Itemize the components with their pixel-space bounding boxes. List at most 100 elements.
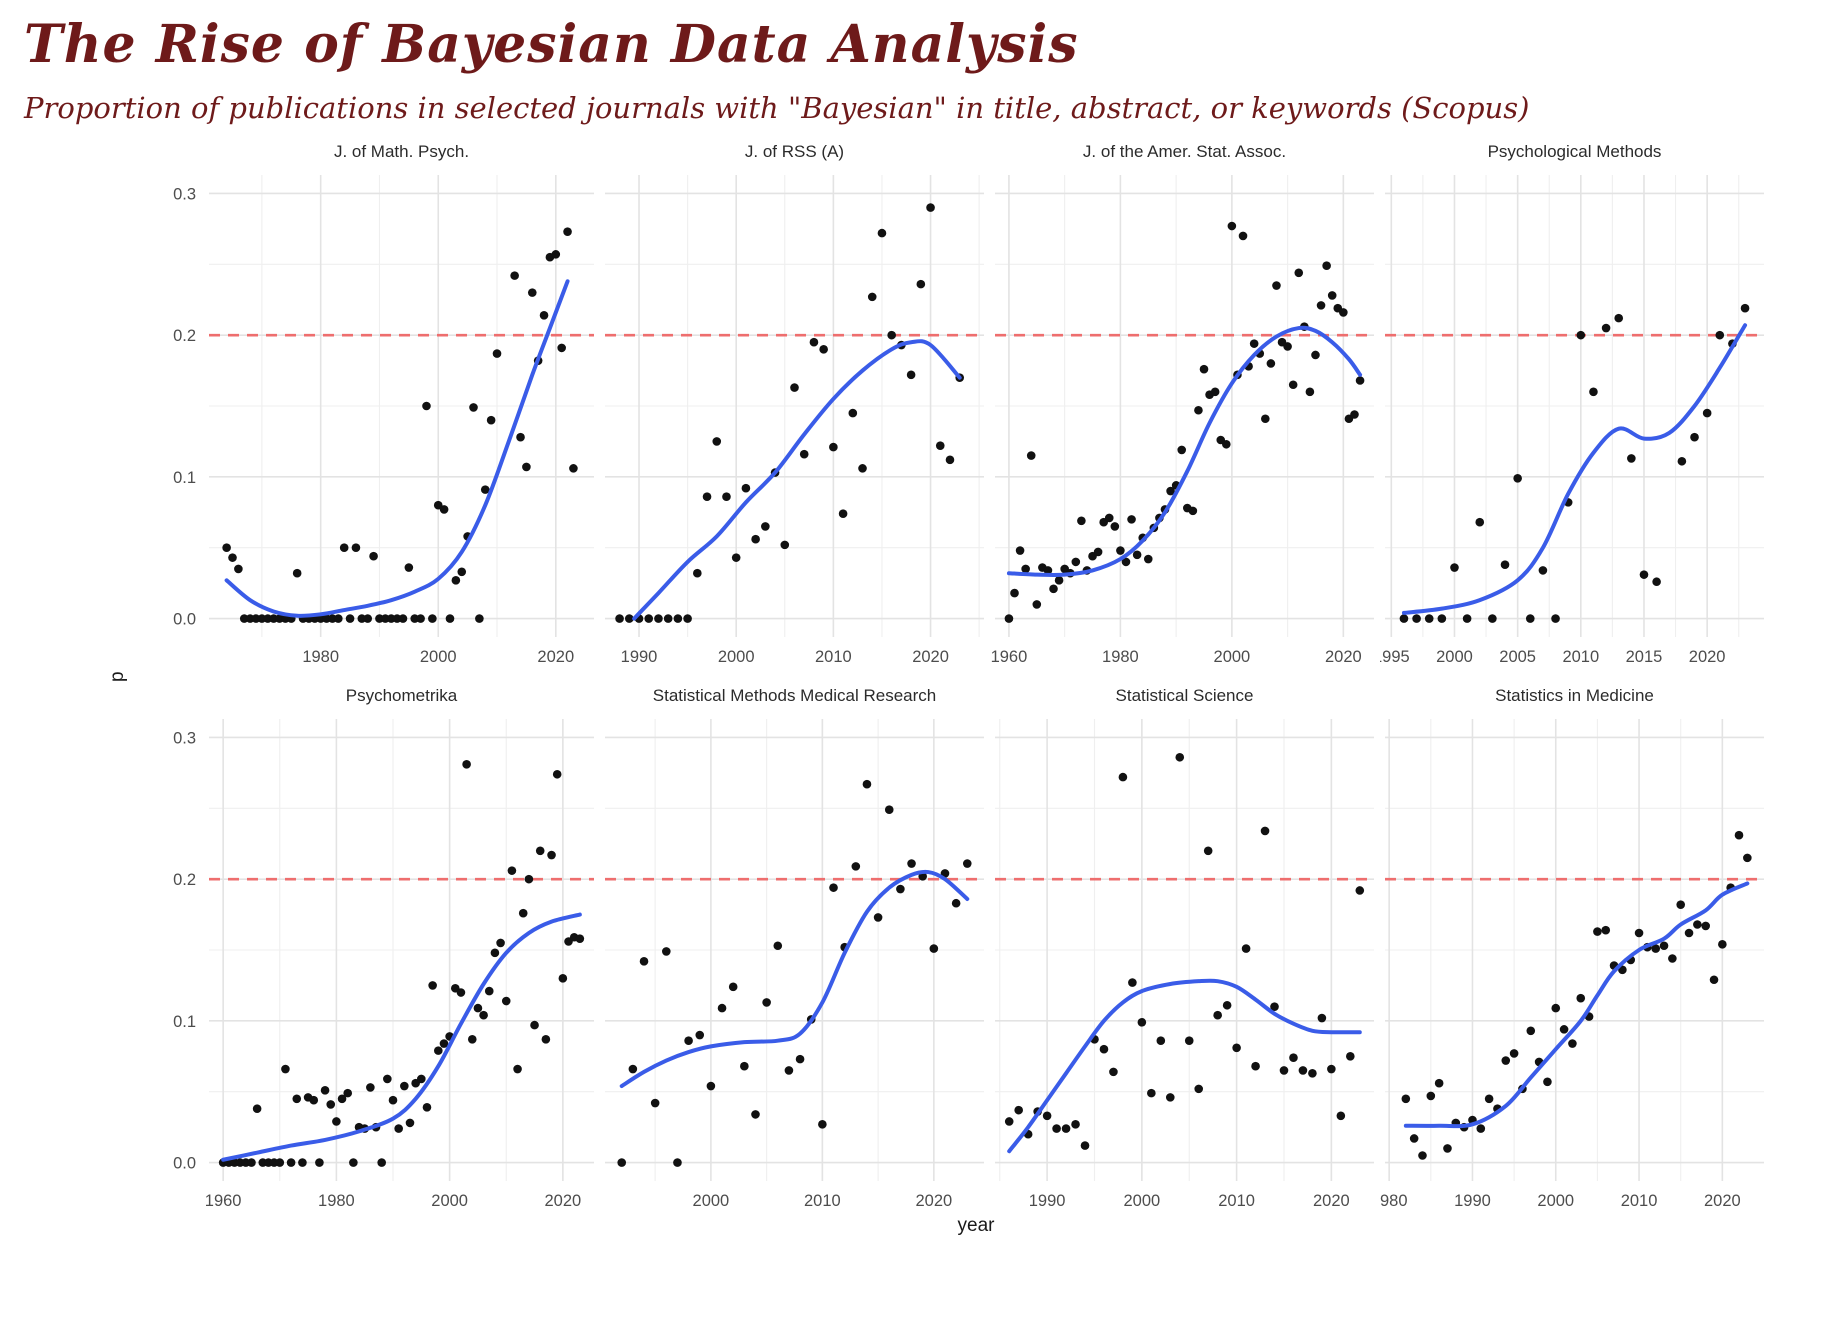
svg-text:1960: 1960 bbox=[991, 648, 1028, 666]
svg-text:2020: 2020 bbox=[545, 1192, 582, 1210]
svg-text:1990: 1990 bbox=[1454, 1192, 1491, 1210]
facet-psychometrika: Psychometrika 1960 1980 2000 2020 0.0 0.1 0.2 0… bbox=[134, 685, 600, 1213]
data-points bbox=[218, 760, 585, 1167]
facet-plot-j-of-rss-a: 1990 2000 2010 2020 bbox=[605, 175, 984, 666]
x-tick-labels: 1980 1990 2000 2010 2020 bbox=[1380, 1192, 1741, 1210]
svg-text:2010: 2010 bbox=[1218, 1192, 1255, 1210]
facet-title: Psychological Methods bbox=[1487, 142, 1662, 161]
trend-line bbox=[1006, 325, 1363, 578]
svg-text:2005: 2005 bbox=[1499, 648, 1536, 666]
data-points bbox=[617, 779, 972, 1167]
svg-text:1980: 1980 bbox=[1102, 648, 1139, 666]
trend-line bbox=[1401, 323, 1748, 615]
facet-title: Psychometrika bbox=[345, 686, 458, 705]
facet-statistical-science: Statistical Science 1990 2000 2010 2020 bbox=[990, 685, 1380, 1213]
gridlines-major bbox=[1385, 175, 1764, 637]
svg-text:2020: 2020 bbox=[1689, 648, 1726, 666]
facet-title: Statistics in Medicine bbox=[1495, 686, 1654, 705]
data-points bbox=[1401, 830, 1752, 1160]
svg-text:0.2: 0.2 bbox=[173, 327, 196, 345]
gridlines-minor bbox=[605, 719, 984, 1181]
svg-text:1980: 1980 bbox=[302, 648, 339, 666]
trend-line bbox=[632, 339, 962, 621]
svg-text:2010: 2010 bbox=[1621, 1192, 1658, 1210]
svg-text:0.3: 0.3 bbox=[173, 185, 196, 203]
chart-title: The Rise of Bayesian Data Analysis bbox=[24, 14, 1079, 75]
svg-text:2000: 2000 bbox=[718, 648, 755, 666]
x-tick-labels: 1990 2000 2010 2020 bbox=[621, 648, 949, 666]
x-tick-labels: 2000 2010 2020 bbox=[693, 1192, 953, 1210]
svg-text:2000: 2000 bbox=[693, 1192, 730, 1210]
gridlines-minor bbox=[209, 719, 594, 1181]
svg-text:1990: 1990 bbox=[1029, 1192, 1066, 1210]
svg-text:2020: 2020 bbox=[915, 1192, 952, 1210]
svg-text:2000: 2000 bbox=[1124, 1192, 1161, 1210]
facet-plot-stat-methods-med-research: 2000 2010 2020 bbox=[605, 719, 984, 1210]
data-points bbox=[615, 203, 965, 623]
svg-text:2015: 2015 bbox=[1626, 648, 1663, 666]
trend-line bbox=[1403, 881, 1750, 1129]
svg-text:2020: 2020 bbox=[1313, 1192, 1350, 1210]
x-tick-labels: 1980 2000 2020 bbox=[302, 648, 574, 666]
svg-text:0.3: 0.3 bbox=[173, 729, 196, 747]
svg-text:1960: 1960 bbox=[205, 1192, 242, 1210]
facet-title: J. of Math. Psych. bbox=[333, 142, 470, 161]
svg-text:0.1: 0.1 bbox=[173, 1013, 196, 1031]
trend-line bbox=[1007, 978, 1362, 1154]
facet-stat-methods-med-research: Statistical Methods Medical Research 200… bbox=[600, 685, 990, 1213]
gridlines-minor bbox=[1385, 175, 1764, 637]
svg-text:1980: 1980 bbox=[1380, 1192, 1408, 1210]
facet-title: J. of RSS (A) bbox=[744, 142, 845, 161]
svg-text:2010: 2010 bbox=[804, 1192, 841, 1210]
facet-plot-psychological-methods: 1995 2000 2005 2010 2015 2020 bbox=[1380, 175, 1764, 666]
x-tick-labels: 1995 2000 2005 2010 2015 2020 bbox=[1380, 648, 1726, 666]
facet-plot-psychometrika: 1960 1980 2000 2020 0.0 0.1 0.2 0.3 bbox=[173, 719, 594, 1210]
svg-text:2010: 2010 bbox=[815, 648, 852, 666]
facet-psychological-methods: Psychological Methods 1995 2000 2005 2010 20… bbox=[1380, 141, 1770, 669]
facet-title: Statistical Methods Medical Research bbox=[652, 686, 937, 705]
facet-j-amer-stat-assoc: J. of the Amer. Stat. Assoc. 1960 1980 200… bbox=[990, 141, 1380, 669]
svg-text:2020: 2020 bbox=[912, 648, 949, 666]
facet-statistics-in-medicine: Statistics in Medicine 1980 1990 2000 2010 2… bbox=[1380, 685, 1770, 1213]
y-tick-labels: 0.0 0.1 0.2 0.3 bbox=[173, 729, 196, 1172]
gridlines-minor bbox=[995, 175, 1374, 637]
svg-text:0.1: 0.1 bbox=[173, 469, 196, 487]
svg-text:1980: 1980 bbox=[318, 1192, 355, 1210]
x-tick-labels: 1960 1980 2000 2020 bbox=[991, 648, 1362, 666]
facet-grid: J. of Math. Psych. 1980 2000 2020 0.0 0.1 0.2… bbox=[134, 141, 1770, 1213]
gridlines-minor bbox=[1385, 719, 1764, 1181]
chart-area: p J. of Math. Psych. 1980 2000 2020 0.0 0.1 0… bbox=[102, 141, 1836, 1213]
svg-text:2000: 2000 bbox=[1214, 648, 1251, 666]
x-tick-labels: 1990 2000 2010 2020 bbox=[1029, 1192, 1350, 1210]
svg-text:0.0: 0.0 bbox=[173, 611, 196, 629]
facet-plot-j-amer-stat-assoc: 1960 1980 2000 2020 bbox=[991, 175, 1374, 666]
trend-line bbox=[619, 869, 970, 1089]
facet-plot-statistics-in-medicine: 1980 1990 2000 2010 2020 bbox=[1380, 719, 1764, 1210]
facet-plot-statistical-science: 1990 2000 2010 2020 bbox=[995, 719, 1374, 1210]
facet-j-of-math-psych: J. of Math. Psych. 1980 2000 2020 0.0 0.1 0.2… bbox=[134, 141, 600, 669]
gridlines-major bbox=[605, 719, 984, 1181]
data-points bbox=[1004, 752, 1365, 1150]
chart-subtitle: Proportion of publications in selected j… bbox=[24, 91, 1530, 125]
svg-text:2000: 2000 bbox=[1436, 648, 1473, 666]
svg-text:0.0: 0.0 bbox=[173, 1155, 196, 1173]
facet-title: J. of the Amer. Stat. Assoc. bbox=[1082, 142, 1287, 161]
svg-text:1995: 1995 bbox=[1380, 648, 1410, 666]
gridlines-minor bbox=[209, 175, 594, 637]
facet-title: Statistical Science bbox=[1115, 686, 1254, 705]
svg-text:2010: 2010 bbox=[1562, 648, 1599, 666]
facet-plot-j-of-math-psych: 1980 2000 2020 0.0 0.1 0.2 0.3 bbox=[173, 175, 594, 666]
trend-line bbox=[221, 912, 582, 1162]
svg-text:2000: 2000 bbox=[420, 648, 457, 666]
x-axis-title: year bbox=[957, 1215, 995, 1236]
svg-text:2000: 2000 bbox=[431, 1192, 468, 1210]
page: The Rise of Bayesian Data Analysis Propo… bbox=[24, 14, 1836, 1236]
svg-text:1990: 1990 bbox=[621, 648, 658, 666]
svg-text:2000: 2000 bbox=[1537, 1192, 1574, 1210]
facet-j-of-rss-a: J. of RSS (A) 1990 2000 2010 2020 bbox=[600, 141, 990, 669]
gridlines-minor bbox=[995, 719, 1374, 1181]
svg-text:0.2: 0.2 bbox=[173, 871, 196, 889]
svg-text:2020: 2020 bbox=[1325, 648, 1362, 666]
trend-line bbox=[224, 279, 570, 618]
svg-text:2020: 2020 bbox=[1704, 1192, 1741, 1210]
